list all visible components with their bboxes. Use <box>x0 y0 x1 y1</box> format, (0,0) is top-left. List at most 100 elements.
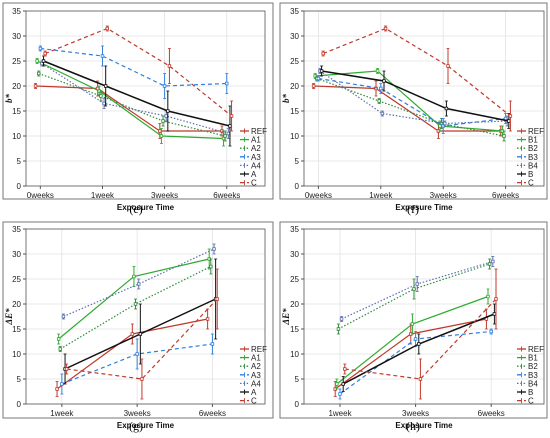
x-tick-label: 6weeks <box>213 191 240 200</box>
data-point <box>489 329 493 334</box>
y-tick-label: 35 <box>12 7 21 16</box>
data-point <box>413 337 418 341</box>
data-point <box>418 377 423 381</box>
x-axis-label: Exposure Time <box>395 421 453 430</box>
data-point <box>377 99 381 103</box>
y-tick-label: 5 <box>17 375 22 384</box>
y-tick-label: 30 <box>12 250 21 259</box>
x-tick-label: 0weeks <box>305 191 332 200</box>
legend-label-B: B <box>528 170 533 179</box>
data-point <box>64 367 69 371</box>
y-tick-label: 15 <box>12 325 21 334</box>
series-line-C <box>66 298 218 380</box>
legend-label-B4: B4 <box>528 379 538 388</box>
legend-label-A3: A3 <box>251 153 261 162</box>
data-point <box>56 337 61 341</box>
x-tick-label: 1week <box>91 191 115 200</box>
series-A3 <box>60 333 215 395</box>
x-tick-label: 1week <box>328 409 352 418</box>
legend-label-B1: B1 <box>528 136 538 145</box>
data-point <box>319 69 324 73</box>
y-tick-label: 10 <box>290 132 299 141</box>
data-point <box>223 134 227 138</box>
series-line-B <box>321 70 509 122</box>
series-line-B2 <box>338 263 490 330</box>
data-point <box>140 377 144 381</box>
y-tick-label: 0 <box>17 182 22 191</box>
y-tick-label: 25 <box>290 57 299 66</box>
y-tick-label: 5 <box>295 157 300 166</box>
panel-caption: (f) <box>407 202 419 216</box>
data-point <box>311 84 316 88</box>
data-point <box>166 109 170 113</box>
plot-area <box>25 228 266 405</box>
x-tick-label: 1week <box>50 409 74 418</box>
y-tick-label: 35 <box>290 7 299 16</box>
data-point <box>137 282 141 286</box>
legend-label-B: B <box>528 388 533 397</box>
data-point <box>205 317 210 321</box>
series-line-C <box>344 298 497 380</box>
y-tick-label: 35 <box>12 225 21 234</box>
plot-area <box>25 10 266 187</box>
data-point <box>41 59 46 63</box>
series-line-A1 <box>36 60 224 140</box>
series-B4 <box>339 256 495 322</box>
y-tick-label: 30 <box>290 250 299 259</box>
data-point <box>210 342 215 346</box>
data-point <box>55 387 59 391</box>
data-point <box>164 114 168 118</box>
data-point <box>491 259 495 264</box>
series-line-A4 <box>63 248 215 318</box>
x-tick-label: 3weeks <box>124 409 151 418</box>
series-line-REF <box>313 85 501 132</box>
y-tick-label: 30 <box>12 32 21 41</box>
legend-label-C: C <box>528 397 534 406</box>
data-point <box>382 79 386 83</box>
data-point <box>43 51 47 56</box>
data-point <box>343 367 347 371</box>
data-point <box>321 51 325 56</box>
panel-caption: (e) <box>129 202 142 216</box>
plot-area <box>303 228 545 405</box>
series-line-A2 <box>38 72 226 137</box>
chart-panel-e: 0 5 10 15 20 25 30 35 0weeks 1week 3weeks 6weeks Exp… <box>2 2 274 216</box>
panel-caption: (h) <box>406 419 420 433</box>
data-point <box>375 69 380 73</box>
data-point <box>33 84 38 88</box>
data-point <box>494 297 498 301</box>
x-tick-label: 6weeks <box>199 409 226 418</box>
data-point <box>226 131 231 136</box>
y-tick-label: 10 <box>290 350 299 359</box>
series-C <box>321 25 513 132</box>
data-point <box>502 134 506 138</box>
y-tick-label: 5 <box>295 375 300 384</box>
panel-caption: (g) <box>129 419 143 433</box>
series-line-B3 <box>318 77 506 127</box>
data-point <box>412 287 416 291</box>
data-point <box>383 26 388 31</box>
data-point <box>228 124 232 128</box>
y-tick-label: 20 <box>12 82 21 91</box>
y-tick-label: 0 <box>295 182 300 191</box>
legend-label-C: C <box>251 397 257 406</box>
data-point <box>35 59 39 63</box>
data-point <box>132 274 136 279</box>
data-point <box>229 114 234 118</box>
series-A <box>41 55 232 147</box>
data-point <box>60 382 64 386</box>
legend-label-REF: REF <box>251 345 267 354</box>
data-point <box>102 101 106 106</box>
data-point <box>212 247 216 251</box>
series-A4 <box>61 243 216 320</box>
legend-label-A2: A2 <box>251 362 261 371</box>
legend-label-B2: B2 <box>528 144 538 153</box>
series-line-B4 <box>319 70 508 125</box>
legend-label-REF: REF <box>251 127 267 136</box>
data-point <box>215 297 219 301</box>
series-A3 <box>38 45 229 99</box>
x-tick-label: 3weeks <box>402 409 429 418</box>
